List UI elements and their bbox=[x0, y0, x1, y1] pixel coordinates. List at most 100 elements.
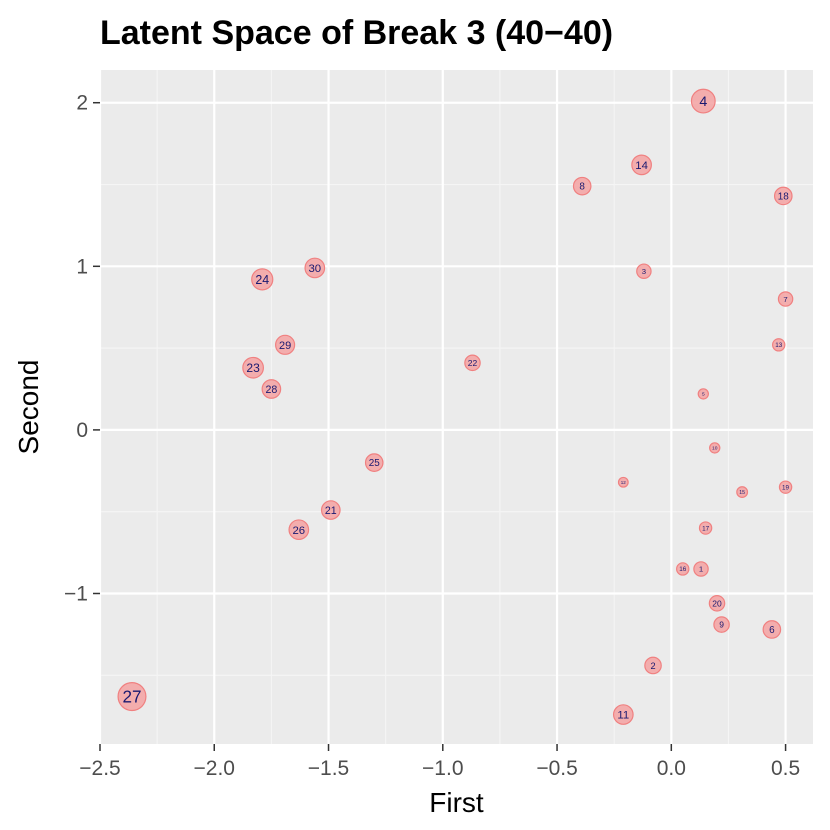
point-marker bbox=[690, 88, 716, 114]
point-marker bbox=[275, 334, 296, 355]
y-tick-label: 0 bbox=[76, 419, 88, 442]
data-point-18: 18 bbox=[773, 186, 793, 206]
point-label: 21 bbox=[325, 505, 337, 517]
point-marker bbox=[617, 476, 629, 488]
point-label: 20 bbox=[712, 598, 722, 608]
point-marker bbox=[242, 356, 264, 379]
data-point-6: 6 bbox=[762, 620, 782, 639]
point-label: 24 bbox=[255, 273, 269, 287]
y-axis-title: Second bbox=[13, 360, 44, 455]
point-marker bbox=[288, 519, 310, 541]
data-point-24: 24 bbox=[251, 268, 274, 291]
data-point-10: 10 bbox=[709, 442, 721, 454]
point-marker bbox=[698, 521, 713, 535]
plot-panel bbox=[100, 70, 813, 744]
y-tick-label: −1 bbox=[64, 582, 88, 605]
data-point-14: 14 bbox=[631, 154, 652, 176]
data-point-8: 8 bbox=[572, 176, 592, 196]
point-label: 27 bbox=[122, 688, 141, 707]
point-label: 1 bbox=[699, 565, 703, 574]
point-marker bbox=[697, 388, 709, 400]
data-point-28: 28 bbox=[261, 379, 282, 399]
point-marker bbox=[709, 442, 721, 454]
point-label: 18 bbox=[778, 192, 790, 203]
point-marker bbox=[708, 595, 726, 612]
point-marker bbox=[304, 257, 326, 279]
point-marker bbox=[693, 561, 709, 577]
point-marker bbox=[612, 704, 634, 725]
y-axis: −1 0 1 2 bbox=[64, 92, 100, 605]
data-point-4: 4 bbox=[690, 88, 716, 114]
point-marker bbox=[676, 562, 690, 576]
data-point-9: 9 bbox=[713, 616, 730, 633]
point-marker bbox=[713, 616, 730, 633]
point-label: 12 bbox=[621, 480, 627, 485]
x-tick-label: 0.0 bbox=[657, 757, 686, 780]
x-tick-label: −2.0 bbox=[194, 757, 235, 780]
point-label: 8 bbox=[579, 182, 585, 193]
x-axis-title: First bbox=[429, 787, 484, 818]
point-marker bbox=[364, 453, 384, 472]
data-point-11: 11 bbox=[612, 704, 634, 725]
x-tick-label: 0.5 bbox=[771, 757, 800, 780]
data-point-7: 7 bbox=[777, 291, 794, 307]
point-marker bbox=[762, 620, 782, 639]
data-point-12: 12 bbox=[617, 476, 629, 488]
point-label: 11 bbox=[617, 710, 629, 722]
point-label: 16 bbox=[679, 566, 687, 573]
point-label: 22 bbox=[468, 358, 478, 368]
chart-title: Latent Space of Break 3 (40−40) bbox=[100, 14, 613, 52]
data-point-5: 5 bbox=[697, 388, 709, 400]
point-marker bbox=[320, 500, 341, 520]
point-label: 2 bbox=[650, 661, 655, 671]
point-label: 17 bbox=[702, 525, 710, 532]
point-marker bbox=[251, 268, 274, 291]
point-label: 29 bbox=[279, 340, 291, 352]
x-tick-label: −1.5 bbox=[308, 757, 349, 780]
x-axis: −2.5 −2.0 −1.5 −1.0 −0.5 0.0 0.5 bbox=[79, 744, 800, 780]
data-point-13: 13 bbox=[772, 338, 786, 352]
data-point-21: 21 bbox=[320, 500, 341, 520]
data-point-23: 23 bbox=[242, 356, 264, 379]
point-label: 10 bbox=[712, 446, 718, 452]
point-marker bbox=[464, 354, 481, 372]
data-point-29: 29 bbox=[275, 334, 296, 355]
data-points: 1234567891011121314151617181920212223242… bbox=[117, 88, 794, 725]
data-point-17: 17 bbox=[698, 521, 713, 535]
point-label: 28 bbox=[265, 384, 277, 396]
point-label: 5 bbox=[702, 392, 705, 398]
point-label: 19 bbox=[782, 484, 790, 491]
point-marker bbox=[772, 338, 786, 352]
point-label: 23 bbox=[246, 361, 260, 375]
y-tick-label: 1 bbox=[76, 255, 88, 278]
point-marker bbox=[773, 186, 793, 206]
point-label: 26 bbox=[292, 525, 305, 537]
major-gridlines bbox=[98, 70, 813, 744]
data-point-25: 25 bbox=[364, 453, 384, 472]
data-point-15: 15 bbox=[736, 486, 749, 499]
point-label: 25 bbox=[369, 458, 381, 469]
data-point-26: 26 bbox=[288, 519, 310, 541]
minor-gridlines bbox=[100, 70, 813, 744]
data-point-2: 2 bbox=[644, 656, 662, 675]
point-marker bbox=[631, 154, 652, 176]
point-label: 15 bbox=[739, 490, 745, 496]
point-marker bbox=[572, 176, 592, 196]
point-marker bbox=[636, 263, 652, 279]
data-point-16: 16 bbox=[676, 562, 690, 576]
data-point-20: 20 bbox=[708, 595, 726, 612]
data-point-22: 22 bbox=[464, 354, 481, 372]
point-label: 6 bbox=[769, 625, 775, 636]
point-label: 9 bbox=[719, 620, 724, 630]
point-label: 7 bbox=[783, 295, 787, 304]
point-marker bbox=[644, 656, 662, 675]
point-marker bbox=[261, 379, 282, 399]
data-point-1: 1 bbox=[693, 561, 709, 577]
point-label: 4 bbox=[699, 94, 707, 110]
point-marker bbox=[117, 682, 147, 712]
point-label: 14 bbox=[635, 160, 648, 172]
point-label: 30 bbox=[308, 263, 321, 275]
data-point-3: 3 bbox=[636, 263, 652, 279]
